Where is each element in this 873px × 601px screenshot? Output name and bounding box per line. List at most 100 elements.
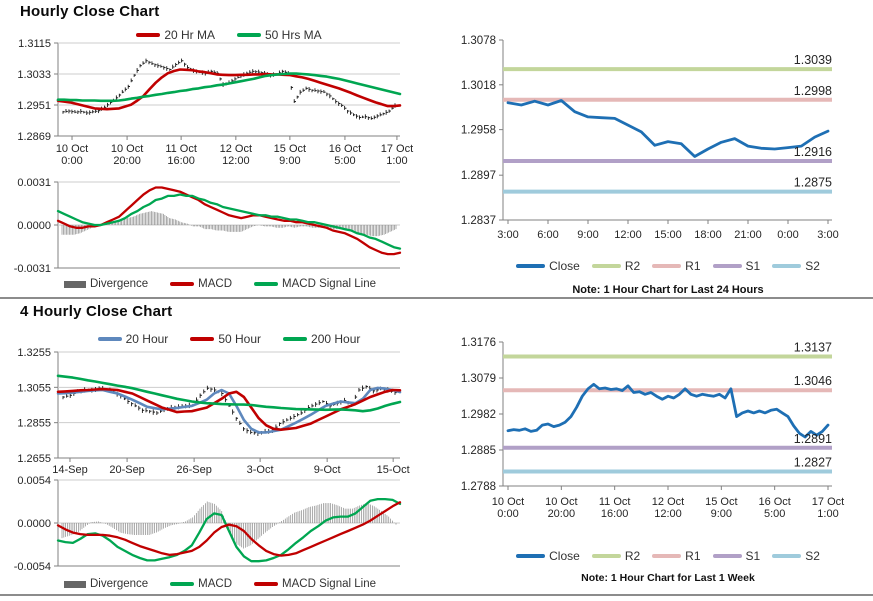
- y-tick-label: 0.0054: [17, 475, 51, 487]
- y-tick-label: 1.2885: [461, 445, 496, 457]
- legend-label: Divergence: [89, 578, 149, 590]
- y-tick-label: 0.0031: [17, 177, 51, 189]
- red-line-swatch: [254, 582, 279, 586]
- legend-label: S1: [745, 549, 761, 563]
- x-tick-label: 14-Sep: [52, 464, 87, 476]
- y-tick-label: 1.2869: [17, 131, 51, 143]
- x-tick-label: 11 Oct: [599, 496, 631, 508]
- x-tick-label: 6:00: [537, 229, 558, 241]
- y-tick-label: 1.2982: [461, 409, 496, 421]
- legend-label: R2: [624, 549, 641, 563]
- y-tick-label: 1.3033: [17, 69, 51, 81]
- x-tick-label: 15:00: [654, 229, 682, 241]
- legend-label: MACD: [198, 578, 233, 590]
- legend-item-20hour: 20 Hour: [97, 332, 168, 346]
- y-tick-label: 1.3079: [461, 373, 496, 385]
- x-tick-label: 16 Oct: [329, 143, 361, 155]
- y-tick-label: 1.3018: [461, 80, 496, 92]
- x-tick-label: 10 Oct: [56, 143, 88, 155]
- legend-label: R1: [685, 549, 701, 563]
- x-tick-label: 1:00: [817, 508, 838, 520]
- close-line: [506, 382, 830, 439]
- lightblue-line-swatch: [772, 554, 802, 558]
- pivot-1w-note: Note: 1 Hour Chart for Last 1 Week: [581, 572, 755, 584]
- x-tick-label: 10 Oct: [492, 496, 524, 508]
- x-tick-label: 17 Oct: [812, 496, 844, 508]
- legend-label: MACD: [198, 278, 233, 290]
- x-tick-label: 5:00: [764, 508, 785, 520]
- x-tick-label: 11 Oct: [165, 143, 197, 155]
- x-tick-label: 9:00: [279, 155, 300, 167]
- olive-line-swatch: [591, 554, 621, 558]
- ma-line: [56, 72, 402, 103]
- x-tick-label: 3-Oct: [247, 464, 274, 476]
- legend-item-r1: R1: [652, 259, 701, 273]
- x-tick-label: 16 Oct: [758, 496, 790, 508]
- legend-item-s1: S1: [712, 549, 761, 563]
- y-tick-label: 1.2788: [461, 481, 496, 493]
- four-hourly-chart-title: 4 Hourly Close Chart: [20, 303, 173, 320]
- legend-item-50hrs-ma: 50 Hrs MA: [237, 28, 322, 42]
- legend-item-r2: R2: [591, 259, 640, 273]
- legend-label: 50 Hrs MA: [265, 28, 322, 42]
- blue-line-swatch: [516, 554, 546, 558]
- legend-item-close: Close: [516, 549, 580, 563]
- section-divider: [0, 297, 873, 299]
- purple-line-swatch: [712, 554, 742, 558]
- legend-item-macd-signal: MACD Signal Line: [254, 578, 376, 590]
- y-tick-label: 1.3078: [461, 35, 496, 47]
- x-tick-label: 12 Oct: [220, 143, 252, 155]
- legend-item-200hour: 200 Hour: [283, 332, 360, 346]
- y-tick-label: 1.3055: [17, 382, 51, 394]
- legend-label: S2: [805, 549, 820, 563]
- x-tick-label: 26-Sep: [176, 464, 211, 476]
- x-tick-label: 12 Oct: [652, 496, 684, 508]
- legend-item-macd: MACD: [170, 278, 232, 290]
- pink-line-swatch: [652, 264, 682, 268]
- legend-item-s2: S2: [772, 259, 820, 273]
- legend-label: Close: [549, 259, 580, 273]
- section-divider: [0, 594, 873, 596]
- x-tick-label: 12:00: [222, 155, 250, 167]
- legend-item-macd-signal: MACD Signal Line: [254, 278, 376, 290]
- x-tick-label: 9-Oct: [314, 464, 341, 476]
- four-hourly-ma-legend: 20 Hour 50 Hour 200 Hour: [58, 332, 400, 346]
- legend-item-macd: MACD: [170, 578, 232, 590]
- hourly-macd-legend: Divergence MACD MACD Signal Line: [40, 278, 400, 290]
- hourly-ma-legend: 20 Hr MA 50 Hrs MA: [58, 28, 400, 42]
- legend-item-s2: S2: [772, 549, 820, 563]
- x-tick-label: 9:00: [577, 229, 598, 241]
- y-tick-label: 1.2958: [461, 125, 496, 137]
- green-line-swatch: [170, 582, 195, 586]
- y-tick-label: 1.2897: [461, 170, 496, 182]
- x-tick-label: 16:00: [167, 155, 195, 167]
- ma-line: [56, 68, 402, 111]
- lightblue-line-swatch: [772, 264, 802, 268]
- y-tick-label: 1.2855: [17, 418, 51, 430]
- x-tick-label: 1:00: [386, 155, 407, 167]
- macd-line: [56, 497, 402, 563]
- level-label-r1: 1.2998: [794, 84, 832, 98]
- pivot-24h-legend: Close R2 R1 S1 S2: [500, 259, 836, 273]
- legend-item-close: Close: [516, 259, 580, 273]
- x-tick-label: 9:00: [711, 508, 732, 520]
- legend-item-20hr-ma: 20 Hr MA: [136, 28, 215, 42]
- legend-item-divergence: Divergence: [63, 578, 149, 590]
- x-tick-label: 21:00: [734, 229, 762, 241]
- y-tick-label: 1.3115: [18, 38, 51, 50]
- ma-line: [56, 374, 402, 413]
- x-tick-label: 20:00: [113, 155, 141, 167]
- y-tick-label: 1.2655: [17, 453, 51, 465]
- pink-line-swatch: [652, 554, 682, 558]
- red-line-swatch: [190, 337, 215, 341]
- legend-item-r2: R2: [591, 549, 641, 563]
- x-tick-label: 15-Oct: [377, 464, 410, 476]
- green-line-swatch: [254, 282, 279, 286]
- gray-bar-swatch: [63, 280, 86, 288]
- x-tick-label: 12:00: [614, 229, 642, 241]
- level-label-s1: 1.2891: [794, 432, 832, 446]
- olive-line-swatch: [591, 264, 621, 268]
- close-line: [506, 99, 830, 158]
- x-tick-label: 20-Sep: [109, 464, 144, 476]
- legend-item-r1: R1: [652, 549, 701, 563]
